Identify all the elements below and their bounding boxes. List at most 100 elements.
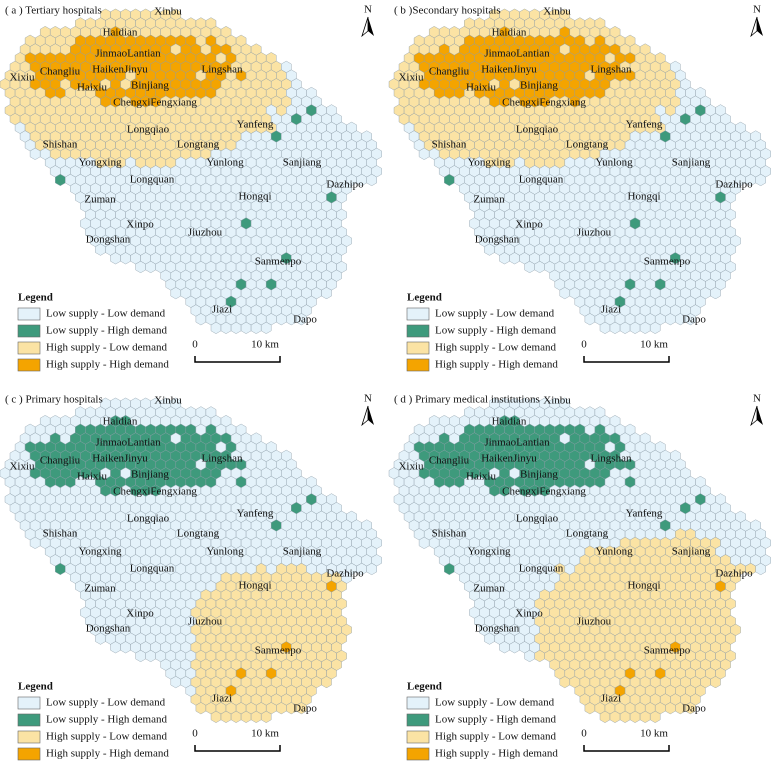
legend-swatch bbox=[406, 358, 430, 372]
place-label: Sanmenpo bbox=[644, 256, 691, 268]
place-label: Shishan bbox=[43, 139, 78, 151]
legend-label: Low supply - High demand bbox=[435, 325, 556, 337]
place-label: Yunlong bbox=[206, 157, 244, 169]
north-arrow-half bbox=[361, 16, 369, 38]
place-label: Longtang bbox=[566, 528, 609, 540]
hex-cell bbox=[321, 287, 332, 300]
panel-title: ( c ) Primary hospitals bbox=[5, 394, 103, 406]
place-label: Binjiang bbox=[520, 469, 558, 481]
map-panel: ( b )Secondary hospitals Xinbu Haidian Jinm… bbox=[388, 4, 771, 372]
north-arrow bbox=[757, 406, 763, 425]
place-label: HaikenJinyu bbox=[92, 453, 148, 465]
legend-label: High supply - Low demand bbox=[435, 342, 556, 354]
place-label: Longtang bbox=[566, 139, 609, 151]
place-label: Longtang bbox=[177, 528, 220, 540]
scale-end: 10 km bbox=[251, 339, 279, 351]
place-label: Jiazi bbox=[212, 693, 232, 705]
north-label: N bbox=[753, 393, 761, 405]
legend-label: Low supply - High demand bbox=[46, 325, 167, 337]
place-label: Yongxing bbox=[468, 546, 511, 558]
place-label: Yanfeng bbox=[237, 119, 274, 131]
legend-label: High supply - High demand bbox=[435, 748, 558, 760]
place-label: Changliu bbox=[40, 66, 81, 78]
place-label: Yongxing bbox=[79, 157, 122, 169]
place-label: Longqiao bbox=[516, 513, 559, 525]
north-arrow-half bbox=[750, 405, 758, 427]
place-label: Zuman bbox=[473, 583, 505, 595]
legend-swatch bbox=[17, 696, 41, 710]
scale-bar bbox=[583, 745, 670, 752]
scale-end: 10 km bbox=[640, 339, 668, 351]
place-label: Xinbu bbox=[154, 395, 182, 407]
legend-swatch bbox=[17, 307, 41, 321]
place-label: JinmaoLantian bbox=[484, 437, 550, 449]
scale-start: 0 bbox=[581, 728, 587, 740]
scale-bar bbox=[583, 356, 670, 363]
place-label: Lingshan bbox=[591, 64, 632, 76]
place-label: Sanmenpo bbox=[255, 256, 302, 268]
place-label: Haixiu bbox=[466, 82, 496, 94]
legend-label: Low supply - Low demand bbox=[46, 308, 166, 320]
place-label: JinmaoLantian bbox=[484, 48, 550, 60]
place-label: Dapo bbox=[682, 314, 706, 326]
place-label: Longquan bbox=[519, 174, 564, 186]
place-label: Changliu bbox=[429, 455, 470, 467]
place-label: Lingshan bbox=[202, 64, 243, 76]
scale-start: 0 bbox=[581, 339, 587, 351]
place-label: ChengxiFengxiang bbox=[502, 486, 586, 498]
legend-label: High supply - Low demand bbox=[46, 731, 167, 743]
place-label: Dazhipo bbox=[715, 179, 753, 191]
place-label: Hongqi bbox=[628, 191, 661, 203]
legend-title: Legend bbox=[407, 292, 442, 304]
place-label: Yunlong bbox=[595, 546, 633, 558]
place-label: Zuman bbox=[84, 194, 116, 206]
legend-title: Legend bbox=[18, 292, 53, 304]
hex-grid bbox=[0, 397, 382, 723]
north-label: N bbox=[364, 4, 372, 16]
panel-title: ( d ) Primary medical institutions bbox=[394, 394, 540, 406]
legend-swatch bbox=[406, 747, 430, 761]
panel-title: ( b )Secondary hospitals bbox=[394, 5, 501, 17]
legend-swatch bbox=[406, 730, 430, 744]
legend-label: High supply - Low demand bbox=[435, 731, 556, 743]
place-label: Shishan bbox=[432, 528, 467, 540]
place-label: JinmaoLantian bbox=[95, 48, 161, 60]
place-label: Dapo bbox=[293, 314, 317, 326]
place-label: Yanfeng bbox=[626, 508, 663, 520]
hex-cell bbox=[296, 313, 307, 326]
north-arrow-half bbox=[750, 16, 758, 38]
legend-swatch bbox=[17, 341, 41, 355]
place-label: JinmaoLantian bbox=[95, 437, 161, 449]
place-label: Binjiang bbox=[131, 80, 169, 92]
place-label: Binjiang bbox=[131, 469, 169, 481]
scale-end: 10 km bbox=[251, 728, 279, 740]
legend-label: High supply - Low demand bbox=[46, 342, 167, 354]
place-label: Haidian bbox=[492, 27, 527, 39]
legend-label: Low supply - High demand bbox=[435, 714, 556, 726]
place-label: Haixiu bbox=[77, 471, 107, 483]
north-arrow-half bbox=[361, 405, 369, 427]
place-label: Dongshan bbox=[475, 234, 520, 246]
place-label: Dapo bbox=[682, 703, 706, 715]
place-label: Dapo bbox=[293, 703, 317, 715]
legend-title: Legend bbox=[18, 681, 53, 693]
place-label: Lingshan bbox=[591, 453, 632, 465]
place-label: Longquan bbox=[130, 174, 175, 186]
place-label: Longtang bbox=[177, 139, 220, 151]
place-label: Haidian bbox=[103, 27, 138, 39]
place-label: Xinpo bbox=[515, 608, 543, 620]
place-label: Jiazi bbox=[212, 304, 232, 316]
place-label: Dazhipo bbox=[326, 568, 364, 580]
place-label: Shishan bbox=[432, 139, 467, 151]
place-label: Dazhipo bbox=[715, 568, 753, 580]
map-panel: ( a ) Tertiary hospitals Xinbu Haidian Jinm… bbox=[0, 4, 382, 372]
hex-grid bbox=[0, 8, 382, 334]
place-label: Changliu bbox=[40, 455, 81, 467]
place-label: Xinbu bbox=[543, 6, 571, 18]
place-label: Yanfeng bbox=[237, 508, 274, 520]
place-label: Yongxing bbox=[468, 157, 511, 169]
north-arrow bbox=[368, 406, 374, 425]
hex-cell bbox=[366, 173, 377, 187]
place-label: Xixiu bbox=[9, 72, 35, 84]
hex-cell bbox=[261, 321, 272, 334]
